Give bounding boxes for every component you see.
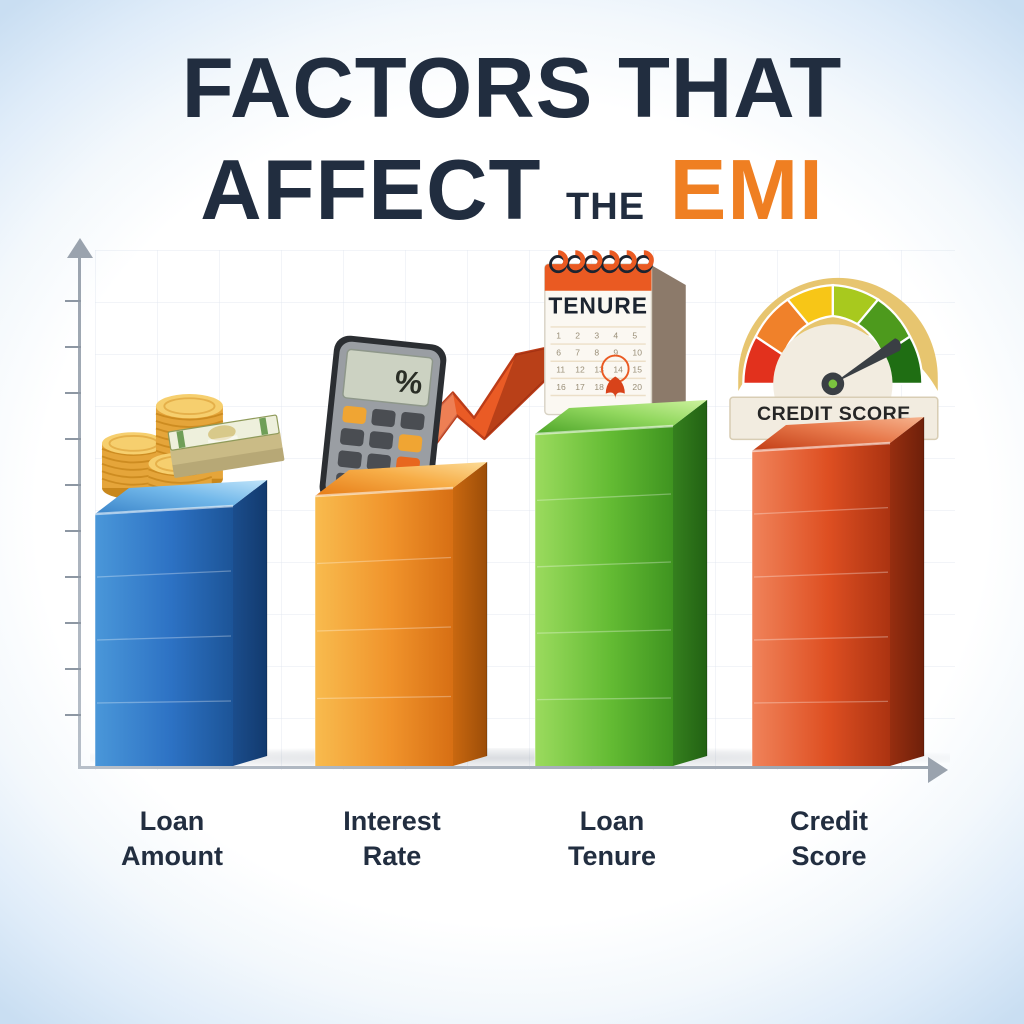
svg-text:8: 8 xyxy=(594,348,599,358)
svg-text:6: 6 xyxy=(556,348,561,358)
svg-text:%: % xyxy=(393,363,424,401)
svg-text:14: 14 xyxy=(613,365,623,375)
svg-text:5: 5 xyxy=(632,330,637,340)
svg-text:TENURE: TENURE xyxy=(548,293,648,319)
svg-text:17: 17 xyxy=(575,382,585,392)
svg-text:10: 10 xyxy=(632,348,642,358)
svg-text:7: 7 xyxy=(575,348,580,358)
svg-text:1: 1 xyxy=(556,330,561,340)
svg-text:16: 16 xyxy=(556,382,566,392)
svg-text:11: 11 xyxy=(556,365,565,375)
svg-text:20: 20 xyxy=(632,382,642,392)
svg-text:3: 3 xyxy=(594,330,599,340)
svg-text:2: 2 xyxy=(575,330,580,340)
svg-text:18: 18 xyxy=(594,382,604,392)
svg-text:15: 15 xyxy=(632,365,642,375)
svg-text:4: 4 xyxy=(613,330,618,340)
svg-text:12: 12 xyxy=(575,365,585,375)
